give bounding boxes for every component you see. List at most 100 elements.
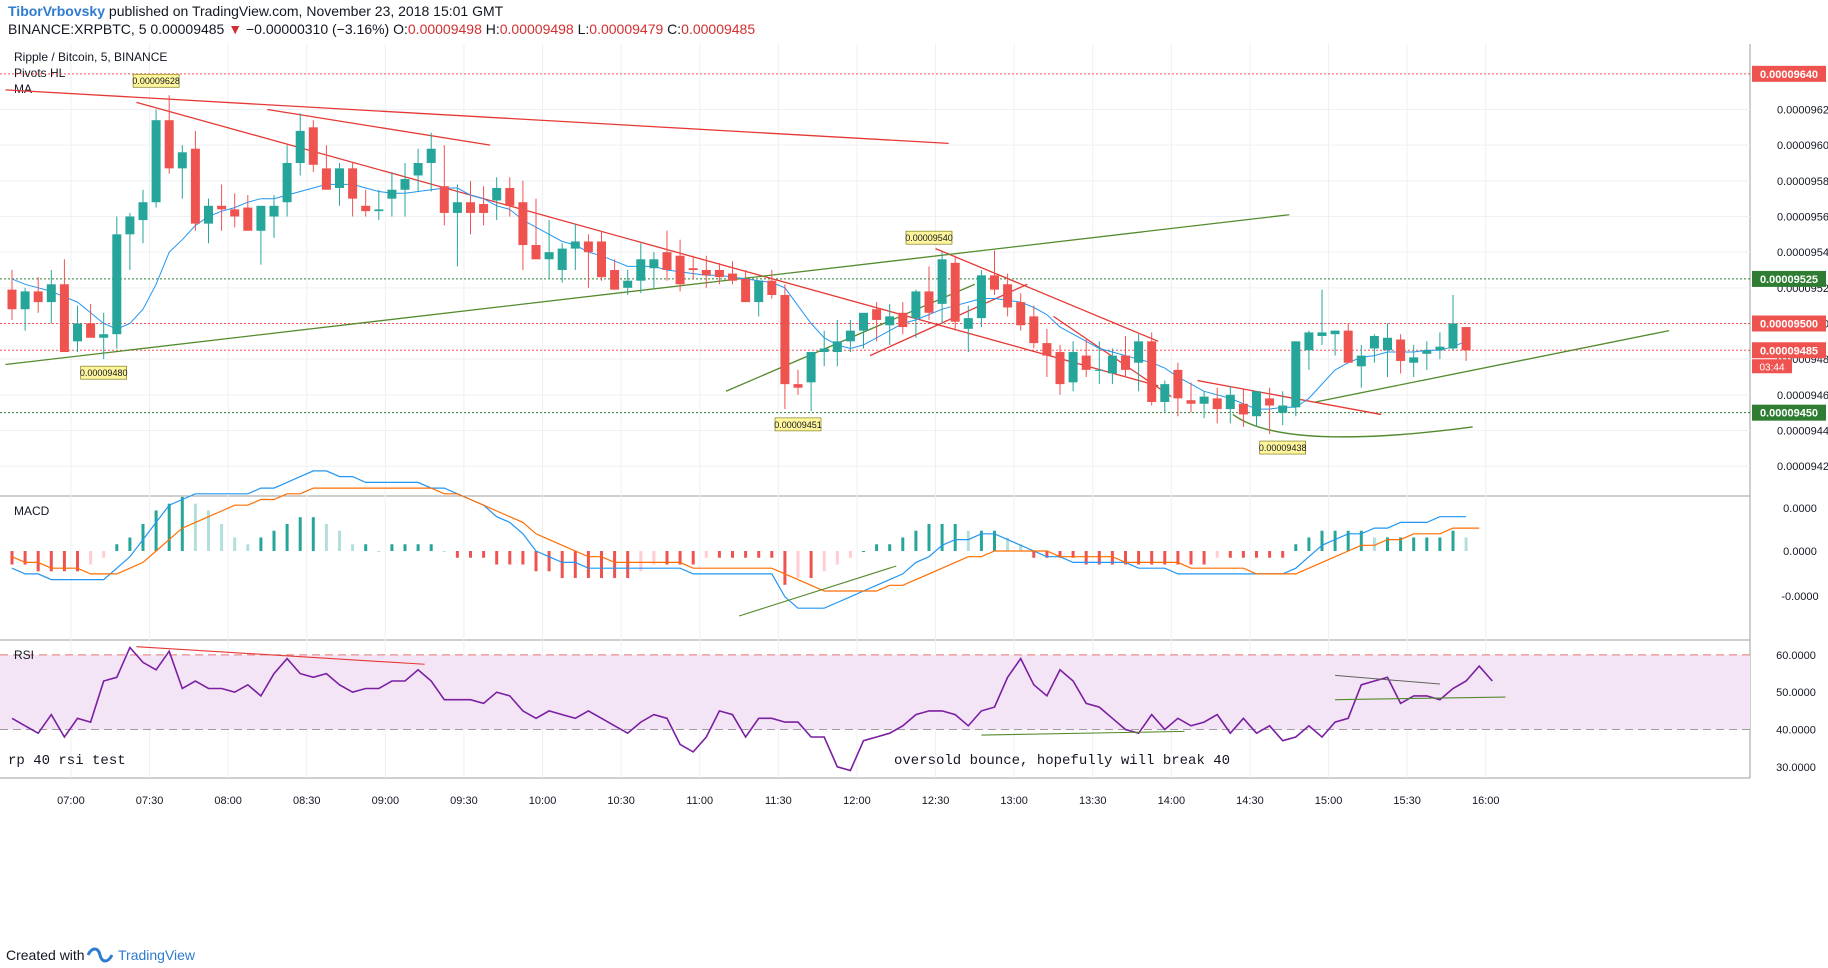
macd-histogram-bar <box>1320 530 1324 551</box>
macd-histogram-bar <box>193 503 197 551</box>
macd-histogram-bar <box>390 544 394 551</box>
candle-body <box>413 163 423 176</box>
pivot-label: 0.00009540 <box>905 233 953 243</box>
macd-histogram-bar <box>1399 537 1403 551</box>
macd-histogram-bar <box>600 551 603 579</box>
candle-body <box>583 241 593 253</box>
time-tick-label: 14:00 <box>1158 795 1186 807</box>
candle-body <box>282 163 292 203</box>
macd-histogram-bar <box>351 544 355 551</box>
macd-histogram-bar <box>979 530 983 551</box>
candle-body <box>479 204 489 213</box>
candle-body <box>1265 398 1275 406</box>
candle-body <box>505 187 515 206</box>
candle-body <box>1121 355 1130 370</box>
macd-histogram-bar <box>613 551 617 579</box>
candle-body <box>73 323 82 342</box>
candle-body <box>295 130 305 163</box>
macd-histogram-bar <box>1084 551 1088 565</box>
macd-histogram-bar <box>1163 551 1167 565</box>
high-value: 0.00009498 <box>499 21 574 37</box>
candle-body <box>1343 330 1353 363</box>
indicator-label: MA <box>14 82 32 96</box>
macd-histogram-bar <box>1281 551 1285 558</box>
price-level-label: 0.00009525 <box>1760 274 1818 286</box>
macd-histogram-bar <box>338 530 341 551</box>
candle-body <box>243 207 253 231</box>
chart-canvas[interactable]: 07:00 07:30 08:00 08:30 09:00 09:30 10:00 10:30… <box>0 44 1828 940</box>
candle-body <box>269 205 279 217</box>
candle-body <box>976 275 986 319</box>
macd-histogram-bar <box>442 551 446 552</box>
countdown-label: 03:44 <box>1759 362 1784 373</box>
macd-histogram-bar <box>1425 537 1429 551</box>
macd-histogram-bar <box>1032 551 1036 558</box>
main-chart-title: Ripple / Bitcoin, 5, BINANCE <box>14 50 167 64</box>
macd-histogram-bar <box>560 551 564 579</box>
macd-histogram-bar <box>141 523 145 551</box>
macd-histogram-bar <box>364 544 368 551</box>
candle-body <box>1212 398 1222 410</box>
rsi-tick-label: 60.0000 <box>1776 650 1816 662</box>
macd-histogram-bar <box>888 544 892 551</box>
candle-body <box>125 216 135 235</box>
macd-histogram-bar <box>914 530 918 551</box>
candle-body <box>1134 341 1144 363</box>
candle-body <box>1409 357 1419 363</box>
candle-body <box>1291 341 1301 408</box>
macd-histogram-bar <box>1255 551 1258 558</box>
candle-body <box>177 152 187 169</box>
candle-body <box>636 259 646 281</box>
rsi-tick-label: 30.0000 <box>1776 762 1816 774</box>
candle-body <box>466 202 475 213</box>
candle-body <box>570 241 580 249</box>
candle-body <box>701 270 711 276</box>
macd-histogram-bar <box>403 544 407 551</box>
candle-body <box>33 291 43 303</box>
macd-histogram-bar <box>233 537 237 551</box>
macd-histogram-bar <box>1307 537 1311 551</box>
macd-histogram-bar <box>717 551 721 558</box>
candle-body <box>793 384 803 388</box>
candle-body <box>138 202 148 221</box>
macd-histogram-bar <box>652 551 656 565</box>
candle-body <box>819 348 829 353</box>
macd-histogram-bar <box>115 544 119 551</box>
macd-histogram-bar <box>757 551 761 558</box>
macd-histogram-bar <box>220 523 224 551</box>
candle-body <box>1461 327 1471 351</box>
price-change: −0.00000310 (−3.16%) <box>245 21 390 37</box>
ohlc-line: BINANCE:XRPBTC, 5 0.00009485 ▼ −0.000003… <box>8 21 755 37</box>
macd-histogram-bar <box>1294 544 1298 551</box>
author-link[interactable]: TiborVrbovsky <box>8 3 106 19</box>
macd-histogram-bar <box>862 551 865 552</box>
rsi-line <box>11 646 1493 772</box>
time-tick-label: 15:00 <box>1315 795 1343 807</box>
candle-body <box>911 291 921 319</box>
macd-histogram-bar <box>1412 537 1416 551</box>
macd-histogram-bar <box>521 551 525 565</box>
macd-histogram-bar <box>770 551 774 558</box>
price-level-tag <box>1752 342 1826 359</box>
tradingview-link[interactable]: TradingView <box>118 947 196 963</box>
candle-body <box>662 252 672 270</box>
macd-histogram-bar <box>1359 530 1363 551</box>
macd-histogram-bar <box>154 510 158 551</box>
macd-histogram-bar <box>1346 530 1350 551</box>
macd-histogram-bar <box>704 551 708 558</box>
rsi-tick-label: 50.0000 <box>1776 687 1816 699</box>
time-tick-label: 11:00 <box>686 795 713 807</box>
macd-histogram-bar <box>1241 551 1245 558</box>
candle-body <box>1356 355 1366 367</box>
macd-histogram-bar <box>848 551 852 558</box>
candle-body <box>754 280 764 303</box>
rsi-annotation: rp 40 rsi test <box>8 753 126 769</box>
trend-line-red <box>5 89 949 145</box>
macd-histogram-bar <box>678 551 682 565</box>
macd-histogram-bar <box>822 551 826 572</box>
candle-body <box>20 291 30 310</box>
trend-line-red <box>935 247 1159 342</box>
